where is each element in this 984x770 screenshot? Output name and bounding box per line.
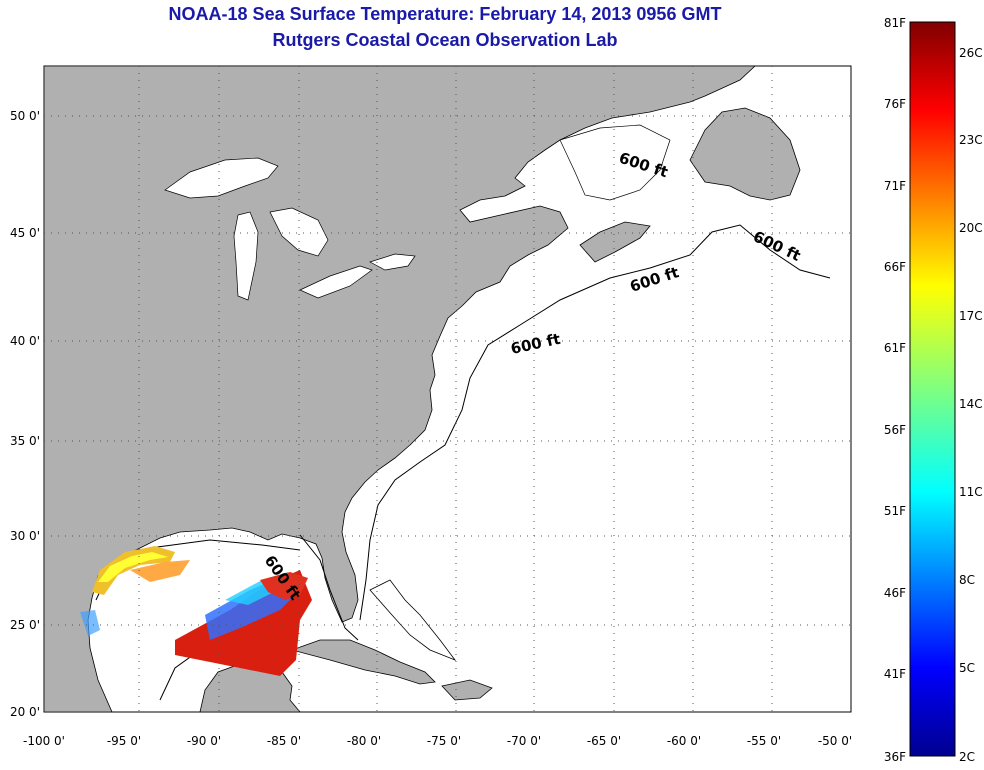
sst-data-swath (80, 546, 312, 676)
north-america-land (44, 66, 756, 712)
colorbar-c-label: 17C (959, 309, 983, 323)
colorbar-f-label: 61F (884, 341, 906, 355)
colorbar-c-label: 8C (959, 573, 975, 587)
colorbar-f-label: 46F (884, 586, 906, 600)
lon-tick-label: -60 0' (667, 734, 701, 748)
isobath-600ft-line (299, 224, 831, 641)
lon-tick-label: -70 0' (507, 734, 541, 748)
colorbar-f-label: 71F (884, 179, 906, 193)
lat-tick-label: 25 0' (10, 618, 40, 632)
lake-erie (299, 265, 373, 299)
lat-tick-label: 45 0' (10, 226, 40, 240)
latitude-axis: 50 0' 45 0' 40 0' 35 0' 30 0' 25 0' 20 0… (10, 109, 40, 719)
lat-tick-label: 50 0' (10, 109, 40, 123)
lake-huron (269, 207, 329, 257)
colorbar-c-label: 11C (959, 485, 983, 499)
lake-ontario (369, 253, 416, 271)
map-title: NOAA-18 Sea Surface Temperature: Februar… (168, 4, 722, 24)
colorbar-f-label: 51F (884, 504, 906, 518)
colorbar-c-label: 20C (959, 221, 983, 235)
lake-michigan (233, 211, 259, 301)
colorbar-f-label: 56F (884, 423, 906, 437)
longitude-axis: -100 0' -95 0' -90 0' -85 0' -80 0' -75 … (23, 734, 852, 748)
lat-tick-label: 30 0' (10, 529, 40, 543)
lon-tick-label: -80 0' (347, 734, 381, 748)
colorbar-c-label: 26C (959, 46, 983, 60)
lon-tick-label: -75 0' (427, 734, 461, 748)
lon-tick-label: -100 0' (23, 734, 65, 748)
cuba-land (290, 639, 436, 685)
lon-tick-label: -90 0' (187, 734, 221, 748)
lat-tick-label: 35 0' (10, 434, 40, 448)
colorbar-c-label: 5C (959, 661, 975, 675)
colorbar-f-label: 81F (884, 16, 906, 30)
colorbar-c-label: 14C (959, 397, 983, 411)
lon-tick-label: -95 0' (107, 734, 141, 748)
temperature-colorbar: 81F 76F 71F 66F 61F 56F 51F 46F 41F 36F … (884, 16, 983, 764)
colorbar-f-label: 36F (884, 750, 906, 764)
lon-tick-label: -85 0' (267, 734, 301, 748)
colorbar-gradient (909, 21, 956, 757)
lon-tick-label: -50 0' (818, 734, 852, 748)
lon-tick-label: -55 0' (747, 734, 781, 748)
lon-tick-label: -65 0' (587, 734, 621, 748)
map-subtitle: Rutgers Coastal Ocean Observation Lab (272, 30, 618, 50)
nova-scotia-land (579, 221, 651, 263)
colorbar-f-label: 76F (884, 97, 906, 111)
colorbar-c-label: 23C (959, 133, 983, 147)
gulf-st-lawrence (559, 124, 671, 201)
newfoundland-land (689, 107, 801, 201)
hispaniola-land (441, 679, 493, 701)
colorbar-f-label: 41F (884, 667, 906, 681)
lat-tick-label: 20 0' (10, 705, 40, 719)
lat-tick-label: 40 0' (10, 334, 40, 348)
colorbar-f-label: 66F (884, 260, 906, 274)
colorbar-c-label: 2C (959, 750, 975, 764)
lake-superior (164, 157, 279, 199)
graticule (44, 66, 851, 712)
